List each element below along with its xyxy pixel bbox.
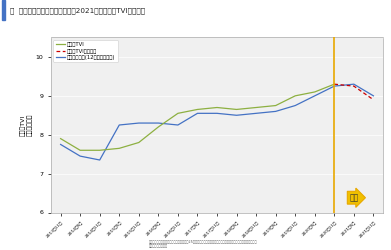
Legend: 空室率TVI, 空室率TVI推移予測, 需給ギャップ(12か月移動平均): 空室率TVI, 空室率TVI推移予測, 需給ギャップ(12か月移動平均) <box>54 40 118 62</box>
Text: 図  大阪府の需給ギャップ推移と2021年の空室率TVI推移予測: 図 大阪府の需給ギャップ推移と2021年の空室率TVI推移予測 <box>10 8 145 14</box>
Y-axis label: 空室率TVI
（ポイント）: 空室率TVI （ポイント） <box>20 114 33 136</box>
Text: 予測: 予測 <box>349 193 359 202</box>
Text: 出所：国勢調査、住宅基本台帳死亡、平成25年度住宅・土地統計調査（総務省）　住宅着工統計（国土交通省）
分析：株式会社タス: 出所：国勢調査、住宅基本台帳死亡、平成25年度住宅・土地統計調査（総務省） 住宅… <box>149 240 257 249</box>
